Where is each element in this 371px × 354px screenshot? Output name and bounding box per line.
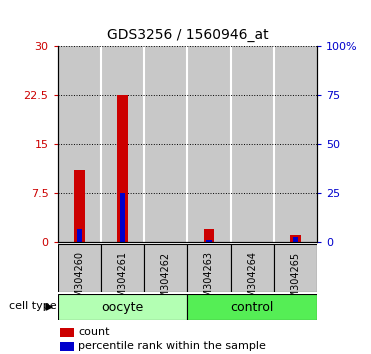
- Bar: [204, 229, 214, 242]
- Bar: [231, 46, 274, 242]
- Text: GSM304260: GSM304260: [74, 251, 84, 310]
- Bar: [101, 244, 144, 292]
- Text: control: control: [231, 301, 274, 314]
- Bar: [144, 244, 187, 292]
- Text: GSM304264: GSM304264: [247, 251, 257, 310]
- Text: oocyte: oocyte: [101, 301, 144, 314]
- Bar: [120, 193, 125, 242]
- Title: GDS3256 / 1560946_at: GDS3256 / 1560946_at: [106, 28, 268, 42]
- Bar: [60, 327, 74, 337]
- Text: GSM304263: GSM304263: [204, 251, 214, 310]
- Bar: [293, 236, 298, 242]
- Bar: [144, 46, 187, 242]
- Bar: [58, 294, 187, 320]
- Bar: [231, 244, 274, 292]
- Bar: [76, 229, 82, 242]
- Bar: [187, 244, 231, 292]
- Bar: [206, 240, 211, 242]
- Text: cell type: cell type: [9, 301, 56, 311]
- Text: percentile rank within the sample: percentile rank within the sample: [78, 342, 266, 352]
- Bar: [60, 342, 74, 351]
- Bar: [274, 244, 317, 292]
- Text: GSM304261: GSM304261: [118, 251, 127, 310]
- Bar: [187, 294, 317, 320]
- Bar: [290, 235, 301, 242]
- Bar: [187, 46, 231, 242]
- Bar: [274, 46, 317, 242]
- Bar: [117, 95, 128, 242]
- Bar: [74, 170, 85, 242]
- Bar: [58, 244, 101, 292]
- Text: GSM304265: GSM304265: [290, 251, 301, 310]
- Bar: [58, 46, 101, 242]
- Bar: [101, 46, 144, 242]
- Text: GSM304262: GSM304262: [161, 251, 171, 310]
- Text: count: count: [78, 327, 110, 337]
